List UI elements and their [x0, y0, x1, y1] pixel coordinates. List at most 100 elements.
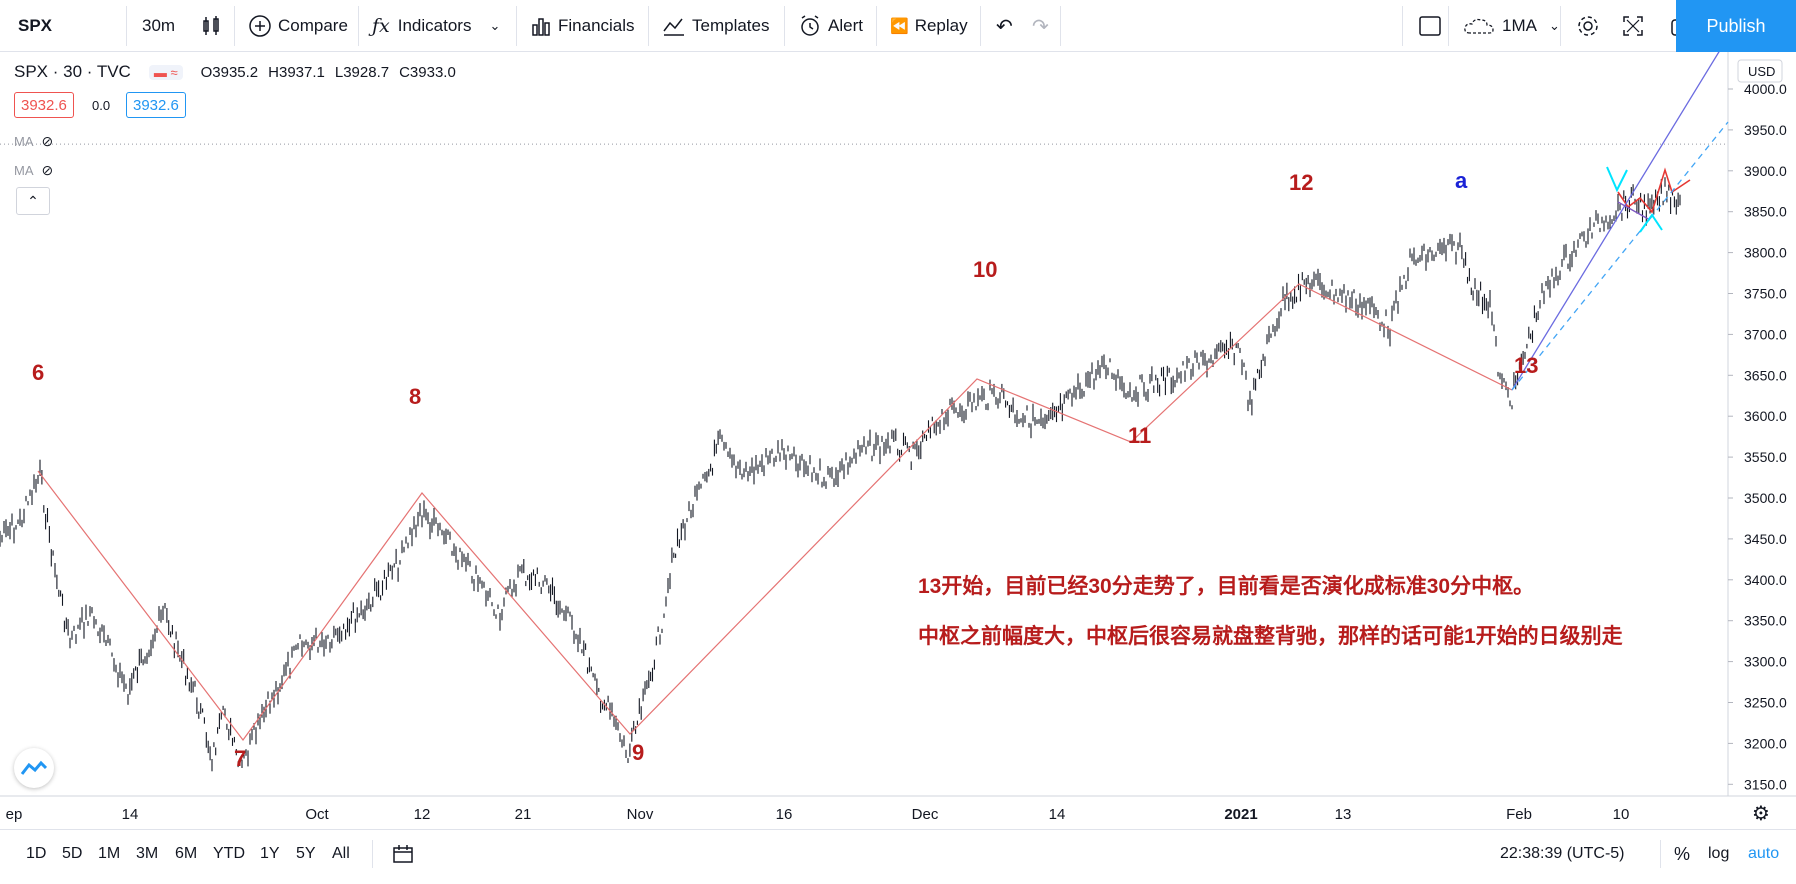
- fullscreen-icon: [1623, 16, 1643, 36]
- price-tick-label: 3200.0: [1744, 735, 1787, 751]
- log-toggle[interactable]: log: [1708, 845, 1730, 862]
- buy-price: 3932.6: [133, 96, 179, 114]
- goto-date-button[interactable]: [392, 830, 414, 878]
- drawing-rect-button[interactable]: [1408, 0, 1452, 52]
- financials-button[interactable]: Financials: [520, 0, 645, 52]
- wave-label-12: 12: [1289, 170, 1314, 195]
- range-5y[interactable]: 5Y: [296, 845, 316, 862]
- trend-connector: [1617, 201, 1651, 221]
- compare-button[interactable]: Compare: [238, 0, 358, 52]
- publish-label: Publish: [1706, 15, 1766, 36]
- buy-price-box[interactable]: 3932.6: [126, 92, 186, 118]
- legend-toggle-icon[interactable]: ▬ ≈: [148, 64, 183, 80]
- time-tick-label: 13: [1335, 806, 1352, 823]
- chevron-down-icon: ⌄: [1548, 18, 1560, 33]
- price-tick-label: 3650.0: [1744, 367, 1787, 383]
- range-1m[interactable]: 1M: [98, 845, 121, 862]
- settings-button[interactable]: [1566, 0, 1610, 52]
- toolbar-divider: [876, 6, 877, 46]
- compare-label: Compare: [278, 16, 348, 35]
- fx-icon: ƒx: [372, 15, 390, 37]
- clock-readout[interactable]: 22:38:39 (UTC-5): [1500, 845, 1625, 862]
- ohlc-open: O3935.2: [200, 63, 259, 81]
- range-1y[interactable]: 1Y: [260, 845, 280, 862]
- range-ytd[interactable]: YTD: [213, 845, 245, 862]
- square-icon: [1419, 16, 1441, 36]
- toolbar-divider: [126, 6, 127, 46]
- range-1d[interactable]: 1D: [26, 845, 47, 862]
- ma-legend-2[interactable]: MA ⊘: [14, 162, 53, 179]
- logo-icon: [21, 760, 47, 775]
- replay-button[interactable]: ⏪ Replay: [880, 0, 978, 52]
- time-tick-label: Feb: [1506, 806, 1532, 823]
- templates-label: Templates: [692, 16, 770, 35]
- price-tick-label: 3900.0: [1744, 163, 1787, 179]
- auto-toggle[interactable]: auto: [1748, 845, 1780, 862]
- percent-toggle[interactable]: %: [1674, 843, 1691, 864]
- time-tick-label: ep: [6, 806, 23, 823]
- time-tick-label: Nov: [627, 806, 654, 823]
- financials-label: Financials: [558, 16, 635, 35]
- indicators-button[interactable]: ƒx Indicators ⌄: [362, 0, 510, 52]
- price-tick-label: 3150.0: [1744, 776, 1787, 792]
- time-tick-label: Dec: [912, 806, 939, 823]
- toolbar-divider: [234, 6, 235, 46]
- chart-type-button[interactable]: [190, 0, 232, 52]
- templates-button[interactable]: Templates: [652, 0, 779, 52]
- price-tick-label: 3750.0: [1744, 286, 1787, 302]
- redo-button[interactable]: ↷: [1022, 0, 1059, 52]
- price-tick-label: 3450.0: [1744, 531, 1787, 547]
- undo-icon: ↶: [996, 15, 1013, 38]
- toolbar-divider: [648, 6, 649, 46]
- toolbar-divider: [980, 6, 981, 46]
- price-tick-label: 3800.0: [1744, 245, 1787, 261]
- bottom-divider: [372, 840, 373, 868]
- chevron-up-icon: ⌃: [27, 192, 39, 209]
- undo-button[interactable]: ↶: [986, 0, 1023, 52]
- trend-line-solid: [1511, 52, 1720, 391]
- time-tick-label: 14: [122, 806, 139, 823]
- price-tick-label: 3300.0: [1744, 654, 1787, 670]
- price-tick-label: 3700.0: [1744, 326, 1787, 342]
- range-3m[interactable]: 3M: [136, 845, 159, 862]
- alert-button[interactable]: Alert: [788, 0, 873, 52]
- top-toolbar: SPX 30m Compare ƒx Indicators ⌄ Financia…: [0, 0, 1796, 52]
- symbol-search[interactable]: SPX: [8, 0, 126, 52]
- alert-label: Alert: [828, 16, 863, 35]
- time-tick-label: 16: [776, 806, 793, 823]
- interval-button[interactable]: 30m: [132, 0, 185, 52]
- wave-label-10: 10: [973, 257, 998, 282]
- trend-line-dashed: [1511, 121, 1729, 391]
- plus-circle-icon: [249, 15, 271, 37]
- wave-label-7: 7: [234, 746, 247, 771]
- toolbar-divider: [1060, 6, 1061, 46]
- rewind-icon: ⏪: [890, 18, 909, 35]
- alarm-clock-icon: [801, 15, 819, 36]
- range-all[interactable]: All: [332, 845, 350, 862]
- redo-icon: ↷: [1032, 15, 1049, 38]
- symbol-legend: SPX · 30 · TVC ▬ ≈ O3935.2 H3937.1 L3928…: [14, 62, 456, 82]
- toolbar-divider: [516, 6, 517, 46]
- wave-label-13: 13: [1514, 353, 1539, 378]
- tradingview-logo[interactable]: [14, 748, 54, 788]
- collapse-legend-button[interactable]: ⌃: [16, 187, 50, 215]
- wave-label-a: a: [1455, 168, 1468, 193]
- ohlc-high: H3937.1: [268, 63, 325, 81]
- wave-label-6: 6: [32, 360, 45, 385]
- price-tick-label: 3250.0: [1744, 695, 1787, 711]
- price-chart[interactable]: 4000.0 3950.0 3900.0 3850.0 3800.0 3750.0 3700…: [0, 52, 1796, 829]
- annotation-line-2: 中枢之前幅度大，中枢后很容易就盘整背驰，那样的话可能1开始的日级别走: [918, 625, 1623, 648]
- ma-legend-1[interactable]: MA ⊘: [14, 133, 53, 150]
- price-tick-label: 3350.0: [1744, 613, 1787, 629]
- candles-icon: [203, 16, 219, 35]
- range-6m[interactable]: 6M: [175, 845, 198, 862]
- price-tick-label: 3400.0: [1744, 572, 1787, 588]
- chart-background: [0, 52, 1796, 829]
- layout-button[interactable]: 1MA ⌄: [1452, 0, 1570, 52]
- gear-icon: [1578, 16, 1598, 36]
- sell-price-box[interactable]: 3932.6: [14, 92, 74, 118]
- publish-button[interactable]: Publish: [1676, 0, 1796, 52]
- range-5d[interactable]: 5D: [62, 845, 83, 862]
- eye-crossed-icon: ⊘: [41, 162, 54, 178]
- fullscreen-button[interactable]: [1612, 0, 1654, 52]
